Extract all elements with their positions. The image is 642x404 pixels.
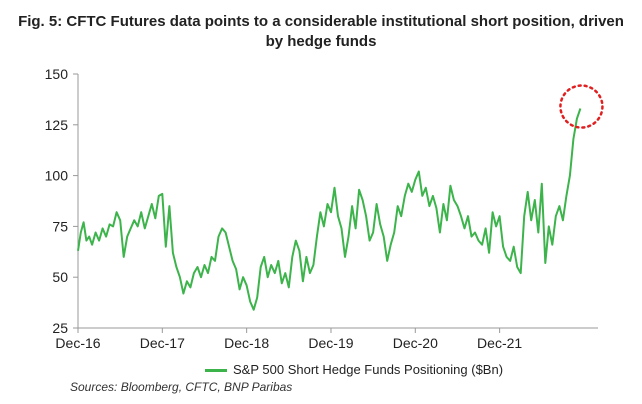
x-tick-label: Dec-18: [224, 335, 269, 351]
y-tick-label: 75: [52, 218, 68, 234]
x-tick-label: Dec-21: [477, 335, 522, 351]
y-tick-label: 100: [45, 168, 69, 184]
legend-swatch: [205, 369, 227, 373]
chart-title-line-2: by hedge funds: [265, 33, 377, 50]
legend: S&P 500 Short Hedge Funds Positioning ($…: [205, 362, 503, 377]
series-line-0: [77, 108, 582, 311]
y-tick-label: 25: [52, 320, 68, 336]
x-tick-label: Dec-19: [308, 335, 353, 351]
source-note: Sources: Bloomberg, CFTC, BNP Paribas: [70, 380, 293, 394]
y-tick-label: 50: [52, 269, 68, 285]
chart-title-line-1: Fig. 5: CFTC Futures data points to a co…: [18, 13, 624, 30]
y-tick-label: 125: [45, 117, 69, 133]
legend-label: S&P 500 Short Hedge Funds Positioning ($…: [233, 362, 504, 377]
x-tick-label: Dec-16: [55, 335, 100, 351]
x-tick-label: Dec-20: [393, 335, 438, 351]
chart-title: Fig. 5: CFTC Futures data points to a co…: [0, 12, 642, 52]
x-tick-label: Dec-17: [140, 335, 185, 351]
highlight-circle: [559, 84, 604, 129]
y-tick-label: 150: [45, 66, 69, 82]
